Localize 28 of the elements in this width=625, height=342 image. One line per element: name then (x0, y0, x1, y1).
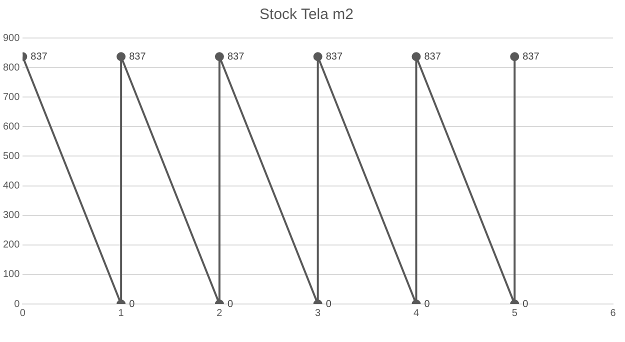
y-tick-label: 400 (2, 180, 20, 192)
x-tick-label: 6 (610, 308, 616, 319)
data-label: 0 (326, 298, 332, 310)
data-label: 0 (129, 298, 136, 310)
y-tick-label: 600 (2, 121, 20, 132)
y-tick-label: 900 (2, 32, 20, 44)
data-label: 837 (522, 51, 540, 62)
x-tick-label: 1 (118, 308, 124, 319)
chart-title: Stock Tela m2 (260, 6, 354, 24)
data-label: 837 (424, 51, 442, 62)
y-tick-label: 500 (2, 150, 20, 162)
data-label: 0 (227, 298, 234, 310)
data-label: 0 (522, 298, 529, 310)
data-label: 0 (424, 298, 430, 310)
y-tick-label: 0 (14, 298, 20, 310)
data-label: 837 (227, 51, 245, 62)
x-tick-label: 3 (315, 308, 322, 319)
data-label: 837 (129, 51, 146, 62)
x-tick-label: 5 (512, 308, 518, 319)
data-label: 837 (30, 51, 48, 62)
data-label: 837 (326, 51, 343, 62)
x-tick-label: 2 (216, 308, 223, 319)
y-tick-label: 100 (2, 269, 20, 280)
x-tick-label: 4 (413, 308, 420, 319)
y-tick-label: 200 (2, 240, 20, 251)
y-tick-label: 700 (2, 92, 20, 103)
y-tick-label: 300 (2, 210, 20, 222)
y-tick-label: 800 (2, 62, 20, 74)
